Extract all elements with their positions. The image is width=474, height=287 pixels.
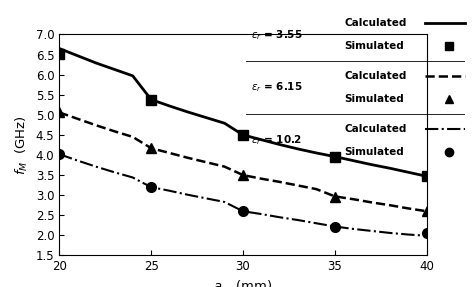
Text: Calculated: Calculated bbox=[345, 18, 407, 28]
Text: $\varepsilon_r$ = 6.15: $\varepsilon_r$ = 6.15 bbox=[251, 81, 302, 94]
Text: Calculated: Calculated bbox=[345, 71, 407, 81]
X-axis label: $a_e$  (mm): $a_e$ (mm) bbox=[213, 279, 273, 287]
Text: Calculated: Calculated bbox=[345, 124, 407, 133]
Text: Simulated: Simulated bbox=[345, 42, 404, 51]
Text: Simulated: Simulated bbox=[345, 94, 404, 104]
Y-axis label: $f_M$  (GHz): $f_M$ (GHz) bbox=[14, 115, 30, 175]
Text: $\varepsilon_r$ = 3.55: $\varepsilon_r$ = 3.55 bbox=[251, 28, 302, 42]
Text: Simulated: Simulated bbox=[345, 147, 404, 157]
Text: $\varepsilon_r$ = 10.2: $\varepsilon_r$ = 10.2 bbox=[251, 133, 302, 147]
